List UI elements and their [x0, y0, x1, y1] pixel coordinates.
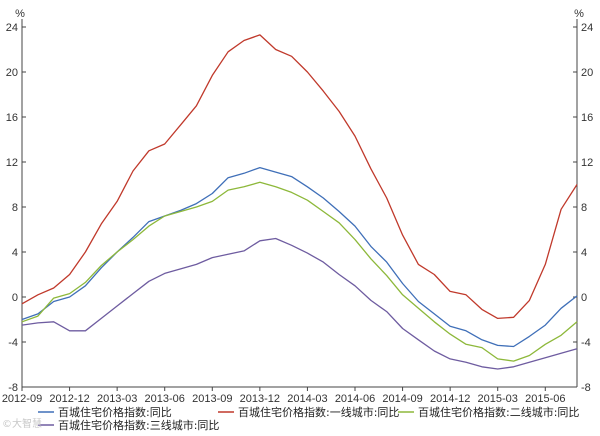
- legend-label-4: 百城住宅价格指数:三线城市:同比: [58, 418, 219, 432]
- legend-item-3: 百城住宅价格指数:二线城市:同比: [398, 405, 579, 419]
- x-tick-label: 2014-09: [382, 393, 422, 405]
- series-line-1: [21, 166, 578, 348]
- y-tick-label-right: 24: [581, 22, 593, 34]
- x-tick-label: 2012-09: [2, 393, 42, 405]
- y-tick-label-left: 8: [12, 202, 18, 214]
- y-unit-right: %: [574, 8, 584, 20]
- y-tick-label-right: 0: [581, 292, 587, 304]
- legend-item-1: 百城住宅价格指数:同比: [38, 405, 172, 419]
- x-tick-label: 2015-03: [478, 393, 518, 405]
- y-tick-label-left: 24: [6, 22, 18, 34]
- y-tick-label-right: -8: [581, 382, 591, 394]
- series-line-2: [21, 34, 578, 320]
- y-tick-label-right: 8: [581, 202, 587, 214]
- x-tick-label: 2013-06: [145, 393, 185, 405]
- x-tick-label: 2013-03: [97, 393, 137, 405]
- y-tick-label-left: -4: [8, 337, 18, 349]
- y-tick-label-left: -8: [8, 382, 18, 394]
- y-tick-label-right: 12: [581, 157, 593, 169]
- series-line-3: [21, 181, 578, 362]
- legend-label-1: 百城住宅价格指数:同比: [58, 405, 172, 419]
- y-unit-left: %: [15, 8, 25, 20]
- y-tick-label-right: 20: [581, 67, 593, 79]
- x-tick-label: 2014-06: [335, 393, 375, 405]
- chart-axes: % % -8 -8 -4 -4 0 0 4 4 8 8 12 12 16 16 20 20 24 24 2012-09 2…: [2, 8, 593, 405]
- y-tick-label-left: 16: [6, 112, 18, 124]
- y-tick-label-right: -4: [581, 337, 591, 349]
- series-line-4: [21, 237, 578, 370]
- y-tick-label-left: 0: [12, 292, 18, 304]
- y-tick-label-left: 20: [6, 67, 18, 79]
- x-tick-label: 2014-12: [430, 393, 470, 405]
- chart-legend: 百城住宅价格指数:同比 百城住宅价格指数:一线城市:同比 百城住宅价格指数:二线城市…: [38, 405, 579, 432]
- x-tick-label: 2012-12: [49, 393, 89, 405]
- legend-label-2: 百城住宅价格指数:一线城市:同比: [238, 405, 399, 419]
- x-tick-label: 2013-09: [192, 393, 232, 405]
- x-tick-label: 2014-03: [287, 393, 327, 405]
- y-tick-label-right: 4: [581, 247, 587, 259]
- legend-item-2: 百城住宅价格指数:一线城市:同比: [218, 405, 399, 419]
- x-tick-label: 2013-12: [240, 393, 280, 405]
- y-tick-label-left: 12: [6, 157, 18, 169]
- y-tick-label-left: 4: [12, 247, 18, 259]
- legend-label-3: 百城住宅价格指数:二线城市:同比: [418, 405, 579, 419]
- x-tick-label: 2015-06: [525, 393, 565, 405]
- legend-item-4: 百城住宅价格指数:三线城市:同比: [38, 418, 219, 432]
- watermark: ©大智慧: [2, 419, 42, 430]
- chart-series: [21, 34, 578, 370]
- y-tick-label-right: 16: [581, 112, 593, 124]
